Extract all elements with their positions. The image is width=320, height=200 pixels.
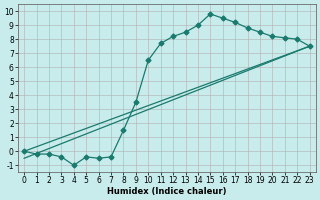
X-axis label: Humidex (Indice chaleur): Humidex (Indice chaleur)	[107, 187, 227, 196]
